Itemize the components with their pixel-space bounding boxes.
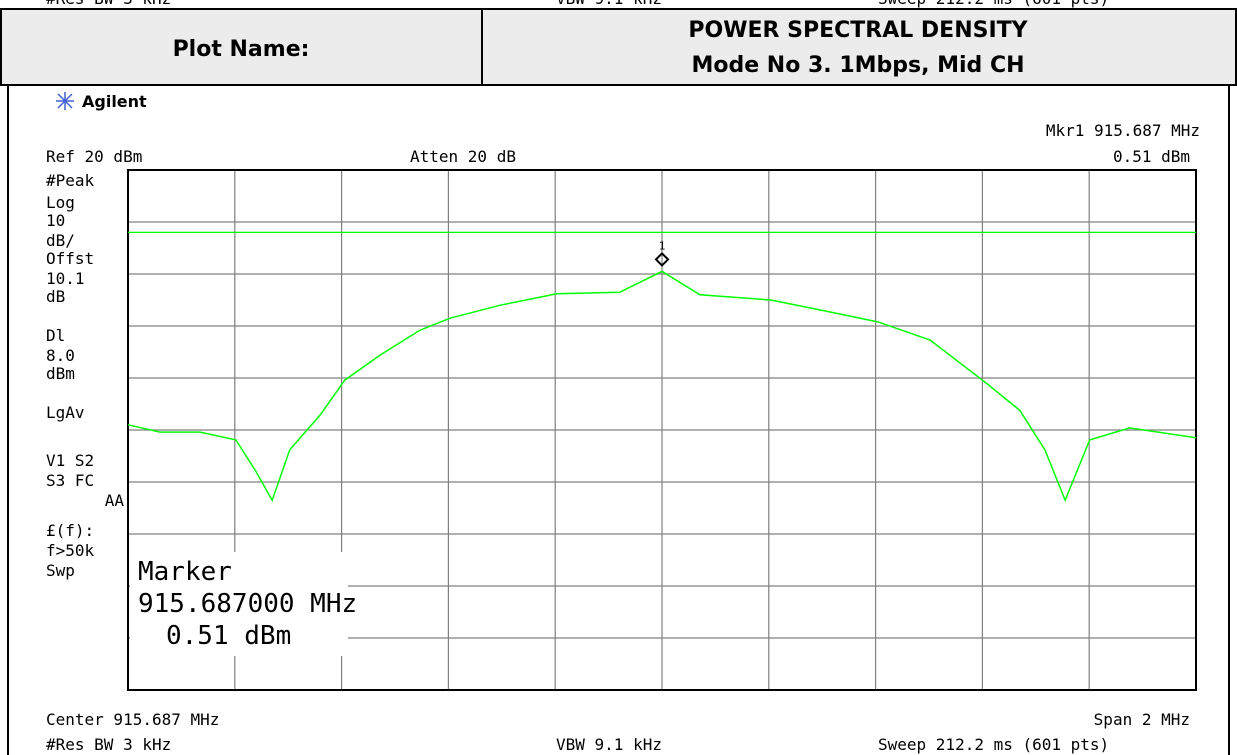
side-label: Log: [46, 193, 75, 212]
side-label: f>50k: [46, 541, 95, 560]
marker-box-text: 915.687000 MHz: [138, 589, 357, 619]
side-label: dBm: [46, 364, 75, 383]
side-label: £(f):: [46, 521, 94, 540]
span: Span 2 MHz: [1094, 710, 1190, 729]
strip-text: #Res BW 3 kHz: [46, 0, 171, 8]
side-label: S3 FC: [46, 471, 94, 490]
plot-frame: [127, 169, 1197, 691]
header-title: Mode No 3. 1Mbps, Mid CH: [691, 53, 1024, 78]
marker-readout: Mkr1 915.687 MHz: [1046, 121, 1200, 140]
brand: Agilent: [82, 92, 147, 111]
marker-box-text: 0.51 dBm: [166, 621, 291, 651]
center-freq: Center 915.687 MHz: [46, 710, 219, 729]
side-label: AA: [105, 491, 125, 510]
ref-level: Ref 20 dBm: [46, 147, 142, 166]
sweep: Sweep 212.2 ms (601 pts): [878, 735, 1109, 754]
trace: [127, 270, 1197, 503]
attenuation: Atten 20 dB: [410, 147, 516, 166]
agilent-logo: [56, 92, 74, 110]
side-label: dB: [46, 287, 65, 306]
side-label: V1 S2: [46, 451, 94, 470]
res-bw: #Res BW 3 kHz: [46, 735, 171, 754]
header-title: POWER SPECTRAL DENSITY: [688, 18, 1028, 43]
side-label: dB/: [46, 231, 75, 250]
header-row: [0, 8, 1237, 86]
side-label: Swp: [46, 561, 75, 580]
side-label: LgAv: [46, 403, 85, 422]
header-label: Plot Name:: [173, 37, 310, 62]
strip-text: Sweep 212.2 ms (601 pts): [878, 0, 1109, 8]
side-label: 8.0: [46, 346, 75, 365]
marker-number: 1: [659, 239, 666, 252]
marker-box-bg: [130, 552, 348, 656]
side-label: 10: [46, 211, 65, 230]
side-label: 10.1: [46, 269, 85, 288]
vbw: VBW 9.1 kHz: [556, 735, 662, 754]
marker-diamond: [654, 251, 670, 267]
strip-text: VBW 9.1 kHz: [556, 0, 662, 8]
side-label: Offst: [46, 249, 94, 268]
marker-value: 0.51 dBm: [1113, 147, 1190, 166]
marker-box-text: Marker: [138, 557, 232, 587]
side-label: #Peak: [46, 171, 95, 190]
side-label: Dl: [46, 326, 65, 345]
